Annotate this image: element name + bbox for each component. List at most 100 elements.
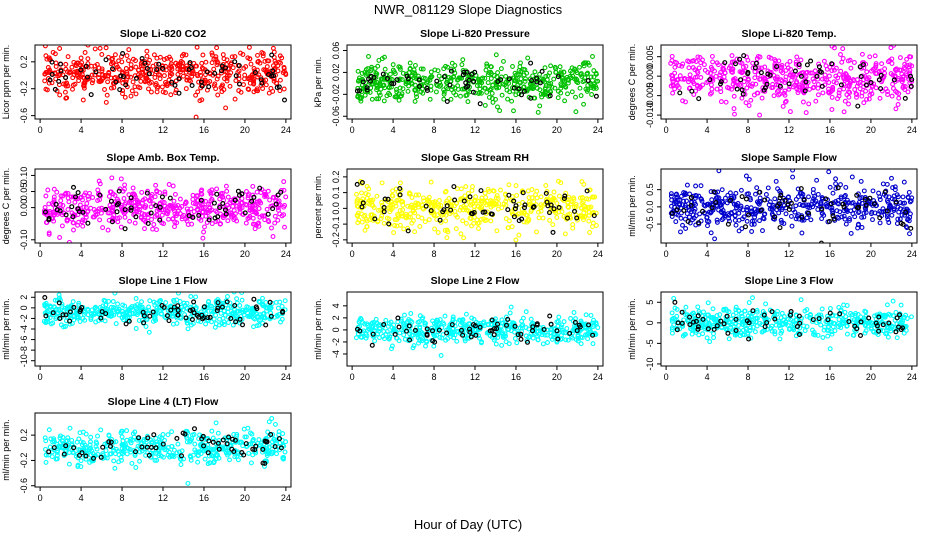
x-tick-label: 20 xyxy=(552,372,562,382)
data-point xyxy=(830,190,836,196)
data-point xyxy=(754,185,760,191)
y-tick-label: -0.2 xyxy=(331,232,341,248)
data-point xyxy=(408,80,414,86)
data-point xyxy=(214,76,220,82)
data-point xyxy=(581,101,587,107)
data-point xyxy=(730,66,735,72)
highlight-point xyxy=(405,76,411,82)
data-point xyxy=(530,335,536,341)
data-point xyxy=(569,70,575,76)
highlight-point xyxy=(109,66,115,72)
highlight-point xyxy=(364,87,370,93)
x-tick-label: 16 xyxy=(825,249,835,259)
data-point xyxy=(96,206,102,212)
data-point xyxy=(889,212,895,218)
data-point xyxy=(555,323,561,329)
data-point xyxy=(148,193,154,199)
data-point xyxy=(873,71,879,76)
x-tick-label: 24 xyxy=(281,372,291,382)
data-point xyxy=(81,204,87,210)
data-point xyxy=(495,70,501,76)
data-point xyxy=(769,207,775,213)
data-point xyxy=(99,247,103,251)
data-point xyxy=(534,229,539,235)
data-point xyxy=(415,204,421,210)
data-point xyxy=(772,57,778,63)
data-point xyxy=(579,335,585,341)
data-point xyxy=(780,70,786,76)
highlight-point xyxy=(728,197,734,203)
data-point xyxy=(719,210,725,216)
highlight-point xyxy=(725,221,731,227)
data-point xyxy=(223,105,229,111)
data-point xyxy=(684,211,690,217)
highlight-point xyxy=(153,203,159,209)
highlight-point xyxy=(854,192,860,198)
data-point xyxy=(479,80,485,86)
data-point xyxy=(264,64,270,70)
data-point xyxy=(51,186,57,192)
data-point xyxy=(497,108,503,114)
y-tick-label: -0.005 xyxy=(645,83,655,109)
data-point xyxy=(170,216,176,222)
data-point xyxy=(182,201,188,207)
x-tick-label: 24 xyxy=(907,249,917,259)
data-point xyxy=(728,322,734,328)
highlight-point xyxy=(235,188,241,194)
data-point xyxy=(157,190,163,196)
data-point xyxy=(520,322,526,328)
data-point xyxy=(371,319,377,325)
data-point xyxy=(100,225,106,231)
data-point xyxy=(47,315,53,321)
data-point xyxy=(493,341,499,347)
highlight-point xyxy=(741,53,747,59)
highlight-point xyxy=(819,206,825,212)
data-point xyxy=(353,335,359,341)
x-tick-label: 0 xyxy=(38,125,43,135)
data-point xyxy=(696,65,702,71)
highlight-point xyxy=(236,63,242,69)
data-point xyxy=(885,217,891,222)
data-point xyxy=(362,212,368,218)
highlight-point xyxy=(396,324,402,330)
highlight-point xyxy=(547,313,553,319)
data-point xyxy=(102,318,108,324)
data-point xyxy=(268,68,274,74)
y-tick-label: 0 xyxy=(331,327,341,332)
data-point xyxy=(128,93,134,99)
data-point xyxy=(743,173,749,179)
highlight-point xyxy=(113,79,119,85)
data-point xyxy=(578,341,584,347)
data-point xyxy=(226,205,232,211)
data-point xyxy=(378,216,384,221)
highlight-point xyxy=(447,82,453,88)
data-point xyxy=(65,190,71,196)
data-point xyxy=(138,214,144,220)
data-point xyxy=(420,66,426,72)
highlight-point xyxy=(273,201,279,207)
data-point xyxy=(195,202,201,208)
data-point xyxy=(707,70,713,76)
highlight-point xyxy=(233,73,239,79)
highlight-point xyxy=(169,79,175,85)
data-point xyxy=(824,204,830,210)
highlight-point xyxy=(142,60,148,66)
data-point xyxy=(222,76,227,82)
highlight-point xyxy=(360,200,366,206)
highlight-point xyxy=(412,327,418,333)
data-point xyxy=(554,215,560,220)
data-point xyxy=(725,85,730,90)
data-point xyxy=(283,194,289,200)
data-point xyxy=(426,217,432,223)
data-point xyxy=(363,331,369,337)
highlight-point xyxy=(472,323,478,329)
x-tick-label: 12 xyxy=(158,125,168,135)
data-point xyxy=(589,92,595,97)
data-point xyxy=(45,187,51,193)
data-point xyxy=(45,65,51,70)
data-point xyxy=(236,76,242,82)
data-point xyxy=(714,217,720,223)
data-point xyxy=(886,204,892,210)
data-point xyxy=(864,96,870,102)
